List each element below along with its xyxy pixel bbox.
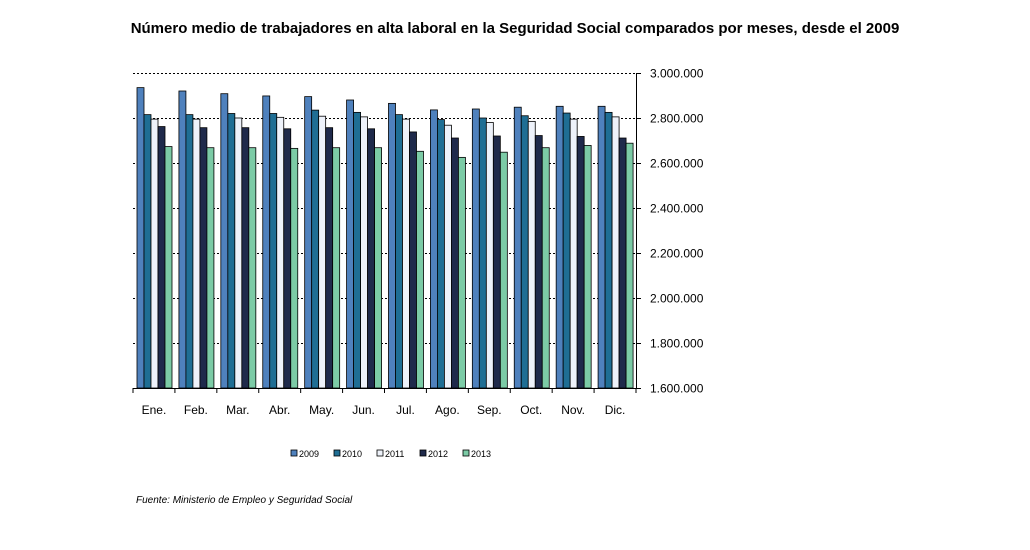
bar-2009 bbox=[388, 102, 396, 389]
bar-2009 bbox=[513, 106, 522, 389]
bar-2011 bbox=[276, 116, 285, 389]
bar-2011 bbox=[150, 118, 159, 389]
legend-swatch-2010 bbox=[333, 449, 341, 457]
bar-2013 bbox=[332, 147, 341, 389]
legend-label-2012: 2012 bbox=[428, 449, 448, 459]
bar-2010 bbox=[395, 114, 403, 389]
bar-2013 bbox=[290, 147, 299, 389]
bar-2010 bbox=[227, 113, 236, 389]
y-tick-label: 2.000.000 bbox=[650, 292, 704, 306]
x-tick-label: Ago. bbox=[435, 403, 460, 417]
bar-2013 bbox=[248, 147, 257, 389]
y-tick-label: 1.600.000 bbox=[650, 382, 704, 396]
bar-2011 bbox=[611, 116, 620, 389]
bar-2012 bbox=[409, 131, 417, 389]
bar-2011 bbox=[485, 122, 494, 389]
bar-2012 bbox=[367, 128, 375, 389]
y-tick-label: 2.400.000 bbox=[650, 202, 704, 216]
y-tick-label: 2.200.000 bbox=[650, 247, 704, 261]
bar-2010 bbox=[185, 114, 194, 389]
legend-label-2011: 2011 bbox=[385, 449, 404, 459]
x-tick-label: Feb. bbox=[184, 403, 208, 417]
bar-2010 bbox=[311, 109, 320, 389]
y-tick-label: 2.800.000 bbox=[650, 112, 704, 126]
bar-2012 bbox=[451, 137, 459, 389]
legend-swatch-2009 bbox=[290, 449, 298, 457]
bar-2011 bbox=[402, 118, 410, 389]
bar-2013 bbox=[164, 146, 173, 389]
bar-2012 bbox=[199, 127, 208, 389]
bar-2013 bbox=[416, 150, 424, 389]
bar-2013 bbox=[541, 147, 550, 389]
bar-2010 bbox=[437, 119, 445, 389]
x-tick-label: Sep. bbox=[477, 403, 502, 417]
bar-2013 bbox=[374, 147, 382, 389]
y-tick-label: 1.800.000 bbox=[650, 337, 704, 351]
x-tick-label: Nov. bbox=[561, 403, 585, 417]
x-tick-label: Jun. bbox=[352, 403, 375, 417]
bar-2011 bbox=[234, 117, 243, 389]
bar-2012 bbox=[534, 135, 543, 389]
bar-2009 bbox=[136, 87, 145, 389]
axes: 1.600.000 1.800.000 2.000.000 2.200.000 2.40… bbox=[132, 67, 704, 417]
bar-2012 bbox=[576, 136, 585, 389]
y-tick-label: 2.600.000 bbox=[650, 157, 704, 171]
bar-2009 bbox=[555, 105, 564, 389]
bar-2011 bbox=[318, 115, 327, 389]
bar-2009 bbox=[597, 105, 606, 389]
bar-2009 bbox=[346, 99, 354, 389]
chart-title: Número medio de trabajadores en alta lab… bbox=[130, 20, 900, 37]
x-tick-label: Abr. bbox=[269, 403, 290, 417]
bar-2012 bbox=[157, 126, 166, 389]
bar-2010 bbox=[353, 111, 361, 389]
bar-2009 bbox=[304, 96, 313, 389]
bar-2013 bbox=[206, 147, 215, 389]
bar-2012 bbox=[492, 135, 501, 389]
x-tick-label: May. bbox=[309, 403, 334, 417]
legend-label-2010: 2010 bbox=[342, 449, 362, 459]
y-tick-label: 3.000.000 bbox=[650, 67, 704, 81]
bar-2012 bbox=[241, 127, 250, 389]
x-tick-label: Dic. bbox=[605, 403, 626, 417]
bar-2009 bbox=[471, 108, 480, 389]
x-tick-label: Mar. bbox=[226, 403, 249, 417]
bar-2013 bbox=[458, 156, 466, 389]
bar-2010 bbox=[520, 115, 529, 389]
bars bbox=[136, 87, 634, 389]
bar-2011 bbox=[192, 118, 201, 389]
bar-2011 bbox=[360, 116, 368, 389]
x-tick-label: Oct. bbox=[520, 403, 542, 417]
bar-2013 bbox=[583, 145, 592, 389]
bar-2009 bbox=[262, 95, 271, 389]
bar-2009 bbox=[220, 93, 229, 389]
bar-2010 bbox=[478, 117, 487, 389]
x-tick-label: Jul. bbox=[396, 403, 415, 417]
bar-2010 bbox=[604, 111, 613, 389]
legend-label-2013: 2013 bbox=[471, 449, 491, 459]
legend: 2009 2010 2011 2012 2013 bbox=[290, 449, 491, 459]
legend-label-2009: 2009 bbox=[299, 449, 319, 459]
bar-2012 bbox=[618, 137, 627, 389]
bar-2012 bbox=[283, 128, 292, 389]
bar-2011 bbox=[444, 124, 452, 389]
bar-2013 bbox=[625, 142, 634, 389]
legend-swatch-2013 bbox=[462, 449, 470, 457]
source-note: Fuente: Ministerio de Empleo y Seguridad… bbox=[136, 495, 353, 506]
bar-2012 bbox=[325, 127, 334, 389]
x-tick-label: Ene. bbox=[142, 403, 167, 417]
bar-2010 bbox=[143, 114, 152, 389]
bar-2011 bbox=[527, 120, 536, 389]
bar-2009 bbox=[178, 90, 187, 389]
bar-2010 bbox=[562, 112, 571, 389]
legend-swatch-2012 bbox=[419, 449, 427, 457]
bar-2010 bbox=[269, 113, 278, 389]
bar-2013 bbox=[499, 151, 508, 389]
bar-2011 bbox=[569, 118, 578, 389]
bar-2009 bbox=[430, 109, 438, 389]
legend-swatch-2011 bbox=[376, 449, 384, 457]
